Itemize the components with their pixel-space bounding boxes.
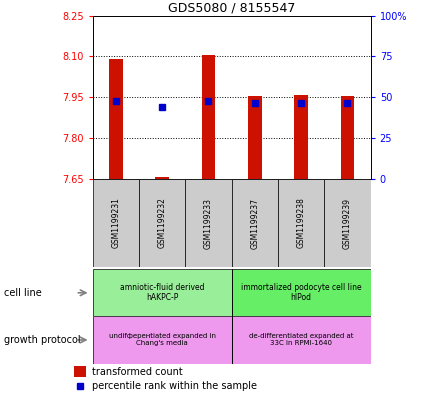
Text: undifференtiated expanded in
Chang's media: undifференtiated expanded in Chang's med… xyxy=(108,333,215,347)
Text: GSM1199232: GSM1199232 xyxy=(157,198,166,248)
Bar xyxy=(92,179,139,267)
Text: de-differentiated expanded at
33C in RPMI-1640: de-differentiated expanded at 33C in RPM… xyxy=(249,333,353,347)
Bar xyxy=(74,366,86,377)
Text: GSM1199239: GSM1199239 xyxy=(342,198,351,248)
Bar xyxy=(231,179,277,267)
Bar xyxy=(155,176,169,179)
Text: percentile rank within the sample: percentile rank within the sample xyxy=(92,381,256,391)
Text: amniotic-fluid derived
hAKPC-P: amniotic-fluid derived hAKPC-P xyxy=(120,283,204,303)
Text: growth protocol: growth protocol xyxy=(4,335,81,345)
Text: GSM1199233: GSM1199233 xyxy=(203,198,212,248)
Bar xyxy=(201,55,215,179)
Title: GDS5080 / 8155547: GDS5080 / 8155547 xyxy=(168,2,295,15)
Bar xyxy=(231,269,370,316)
Bar xyxy=(92,269,231,316)
Bar xyxy=(138,179,185,267)
Bar xyxy=(231,316,370,364)
Bar xyxy=(294,95,307,179)
Text: cell line: cell line xyxy=(4,288,42,298)
Text: transformed count: transformed count xyxy=(92,367,182,377)
Text: GSM1199231: GSM1199231 xyxy=(111,198,120,248)
Bar xyxy=(324,179,370,267)
Bar xyxy=(109,59,123,179)
Bar xyxy=(277,179,324,267)
Bar xyxy=(92,316,231,364)
Bar xyxy=(340,96,353,179)
Text: immortalized podocyte cell line
hIPod: immortalized podocyte cell line hIPod xyxy=(240,283,361,303)
Text: GSM1199237: GSM1199237 xyxy=(250,198,259,248)
Bar xyxy=(247,96,261,179)
Text: GSM1199238: GSM1199238 xyxy=(296,198,305,248)
Bar xyxy=(185,179,231,267)
